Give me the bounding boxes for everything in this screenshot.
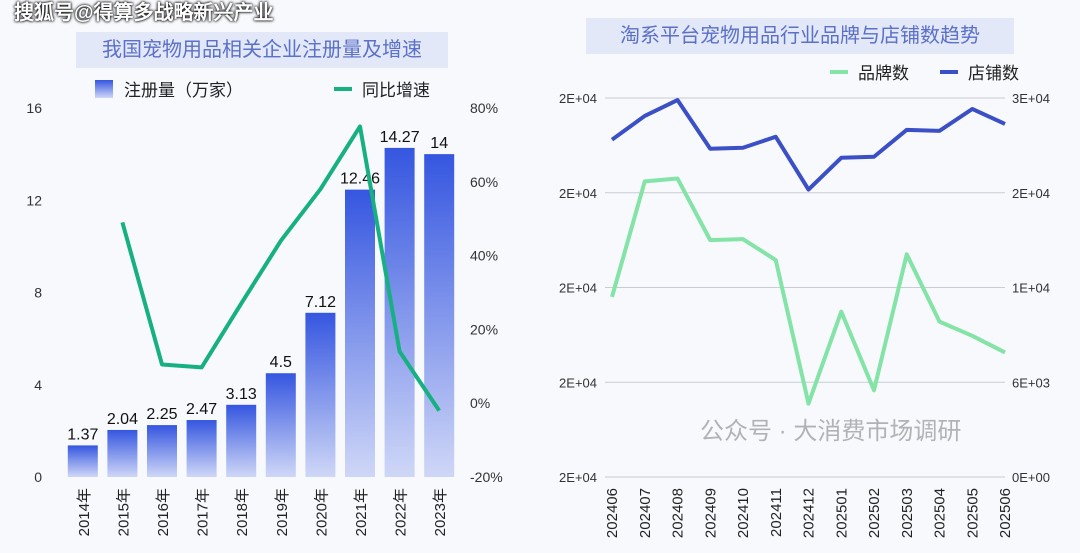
- bar: [107, 429, 138, 477]
- x-tick: 2023年: [432, 488, 449, 536]
- right-y-tick: 6E+03: [1012, 375, 1050, 390]
- x-tick: 202407: [637, 488, 654, 538]
- x-tick: 202506: [997, 488, 1014, 538]
- x-tick: 202504: [932, 488, 949, 538]
- bar-label: 2.04: [107, 411, 138, 428]
- bar: [424, 154, 455, 477]
- bar: [265, 373, 296, 477]
- bar-label: 14.27: [380, 129, 420, 146]
- right-chart-title: 淘系平台宠物用品行业品牌与店铺数趋势: [586, 18, 1014, 54]
- x-tick: 2017年: [195, 488, 212, 536]
- left-y-tick: 12: [26, 192, 42, 208]
- growth-line: [120, 124, 441, 412]
- right-y-tick: 80%: [470, 100, 498, 116]
- x-tick: 2016年: [155, 488, 172, 536]
- right-y-tick: 20%: [470, 321, 498, 337]
- bar: [147, 425, 177, 477]
- x-tick: 202501: [833, 488, 850, 538]
- right-y-tick: 0E+00: [1012, 470, 1050, 485]
- x-tick: 202408: [670, 488, 687, 538]
- bar-label: 2.25: [146, 406, 177, 423]
- x-tick: 202502: [866, 488, 883, 538]
- right-y-tick: 2E+04: [1012, 186, 1050, 201]
- legend-growth-swatch: [334, 87, 352, 91]
- right-y-tick: 3E+04: [1012, 91, 1050, 106]
- right-y-tick: 40%: [470, 248, 498, 264]
- legend-brands: 品牌数: [858, 64, 909, 83]
- legend-brand-swatch: [830, 70, 848, 74]
- x-tick: 202411: [768, 488, 785, 537]
- x-tick: 2015年: [115, 488, 132, 536]
- left-y-tick: 4: [34, 377, 42, 393]
- legend-store-swatch: [940, 70, 958, 74]
- bar: [345, 189, 375, 478]
- bar-label: 2.47: [186, 401, 217, 418]
- bar-label: 3.13: [226, 386, 257, 403]
- bar-label: 7.12: [305, 294, 336, 311]
- x-tick: 202505: [964, 488, 981, 538]
- bar: [305, 312, 336, 477]
- x-tick: 202410: [735, 488, 752, 538]
- left-y-tick: 2E+04: [559, 375, 597, 390]
- bar-label: 4.5: [270, 354, 292, 371]
- store-line: [610, 98, 1006, 192]
- x-tick: 2018年: [234, 488, 251, 536]
- left-y-tick: 2E+04: [559, 186, 597, 201]
- x-tick: 2020年: [313, 488, 330, 536]
- bar-label: 14: [430, 135, 448, 152]
- x-tick: 2021年: [353, 488, 370, 536]
- x-tick: 2019年: [274, 488, 291, 536]
- x-tick: 202409: [702, 488, 719, 538]
- left-chart-title: 我国宠物用品相关企业注册量及增速: [76, 32, 448, 68]
- watermark-bottom: 公众号 · 大消费市场调研: [700, 418, 962, 445]
- right-y-tick: 0%: [470, 395, 490, 411]
- bar: [186, 420, 217, 477]
- x-tick: 2022年: [393, 488, 410, 536]
- right-y-tick: 1E+04: [1012, 281, 1050, 296]
- legend-registrations: 注册量（万家）: [124, 81, 243, 100]
- x-tick: 2014年: [76, 488, 93, 536]
- right-y-tick: -20%: [470, 469, 503, 485]
- left-y-tick: 2E+04: [559, 470, 597, 485]
- brand-line: [610, 176, 1006, 406]
- right-y-tick: 60%: [470, 174, 498, 190]
- left-y-tick: 2E+04: [559, 91, 597, 106]
- x-tick: 202406: [604, 488, 621, 538]
- left-y-tick: 2E+04: [559, 281, 597, 296]
- x-tick: 202412: [801, 488, 818, 538]
- legend-bar-swatch: [95, 80, 113, 98]
- legend-growth: 同比增速: [362, 81, 430, 100]
- left-y-tick: 0: [34, 469, 42, 485]
- watermark-top: 搜狐号@得算多战略新兴产业: [14, 2, 274, 24]
- bar-label: 1.37: [67, 426, 98, 443]
- bar: [384, 147, 415, 477]
- bar: [226, 404, 257, 477]
- x-tick: 202503: [899, 488, 916, 538]
- left-y-tick: 8: [34, 285, 42, 301]
- legend-stores: 店铺数: [968, 64, 1019, 83]
- bar: [67, 445, 98, 477]
- bar-label: 12.46: [340, 171, 380, 188]
- left-y-tick: 16: [26, 100, 42, 116]
